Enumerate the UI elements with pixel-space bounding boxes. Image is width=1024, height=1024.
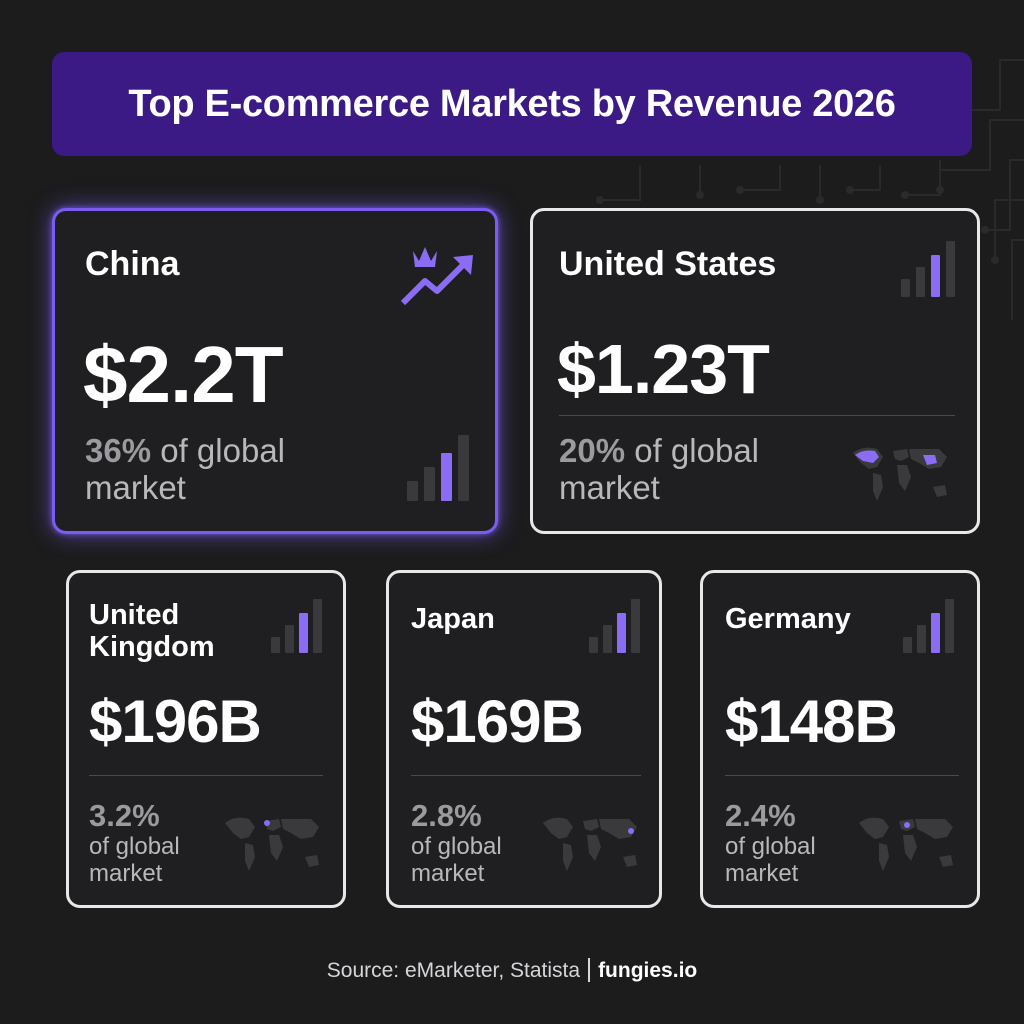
market-revenue: $2.2T [83, 330, 284, 419]
share-percent: 36% [85, 432, 152, 469]
market-card-china: China $2.2T 36% of global market [52, 208, 498, 534]
footer-separator [588, 958, 591, 982]
page-title: Top E-commerce Markets by Revenue 2026 [128, 82, 896, 125]
market-name: China [85, 245, 180, 283]
crown-trend-up-icon [400, 247, 473, 306]
world-map-icon [853, 447, 947, 501]
signal-bars-icon [903, 599, 954, 653]
market-name: Germany [725, 603, 851, 635]
share-text: of global market [85, 432, 285, 506]
share-percent: 20% [559, 432, 626, 469]
signal-bars-icon [901, 241, 955, 297]
share-text: of global market [559, 432, 759, 506]
world-map-icon [859, 817, 953, 871]
market-share: 2.8% of global market [411, 798, 541, 887]
source-text: Source: eMarketer, Statista [326, 959, 581, 982]
market-revenue: $148B [725, 688, 898, 755]
market-share: 3.2% of global market [89, 798, 219, 887]
share-percent: 2.4% [725, 798, 796, 833]
brand-link[interactable]: fungies.io [598, 959, 698, 982]
market-share: 2.4% of global market [725, 798, 855, 887]
share-percent: 2.8% [411, 798, 482, 833]
share-percent: 3.2% [89, 798, 160, 833]
share-text: of global market [725, 832, 816, 887]
market-share: 20% of global market [559, 432, 819, 507]
market-name: United States [559, 245, 777, 283]
market-name: United Kingdom [89, 599, 215, 664]
market-card-united-kingdom: United Kingdom $196B 3.2% of global mark… [66, 570, 346, 908]
market-card-germany: Germany $148B 2.4% of global market [700, 570, 980, 908]
card-divider [411, 775, 641, 776]
market-card-japan: Japan $169B 2.8% of global market [386, 570, 662, 908]
market-share: 36% of global market [85, 432, 345, 507]
signal-bars-icon [271, 599, 322, 653]
card-divider [725, 775, 959, 776]
title-banner: Top E-commerce Markets by Revenue 2026 [52, 52, 972, 156]
market-revenue: $1.23T [557, 330, 770, 408]
card-divider [89, 775, 323, 776]
signal-bars-icon [589, 599, 640, 653]
world-map-icon [225, 817, 319, 871]
market-revenue: $169B [411, 688, 584, 755]
share-text: of global market [89, 832, 180, 887]
market-name: Japan [411, 603, 495, 635]
card-divider [559, 415, 955, 416]
share-text: of global market [411, 832, 502, 887]
market-revenue: $196B [89, 688, 262, 755]
signal-bars-icon [407, 435, 469, 501]
source-footer: Source: eMarketer, Statista fungies.io [0, 958, 1024, 983]
market-card-united-states: United States $1.23T 20% of global marke… [530, 208, 980, 534]
world-map-icon [543, 817, 637, 871]
